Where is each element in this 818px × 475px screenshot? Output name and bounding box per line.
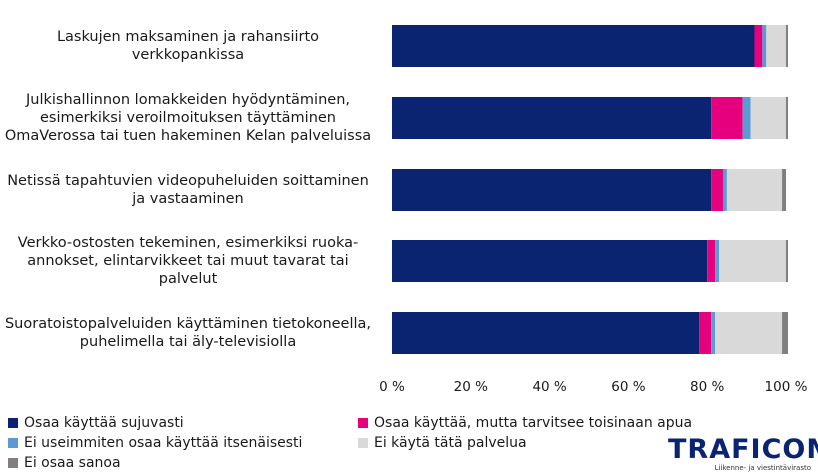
legend-swatch bbox=[8, 418, 18, 428]
legend-item: Ei käytä tätä palvelua bbox=[358, 435, 527, 451]
x-tick-label: 40 % bbox=[532, 379, 566, 395]
category-label-line: Suoratoistopalveluiden käyttäminen tieto… bbox=[4, 316, 372, 332]
bar-segment-4-1 bbox=[699, 312, 712, 354]
category-label-line: verkkopankissa bbox=[131, 47, 245, 63]
category-label: Suoratoistopalveluiden käyttäminen tieto… bbox=[0, 315, 378, 351]
bar-segment-2-2 bbox=[722, 169, 727, 211]
bar-segment-0-0 bbox=[392, 25, 755, 67]
bar-segment-3-0 bbox=[392, 240, 708, 282]
legend-item: Osaa käyttää, mutta tarvitsee toisinaan … bbox=[358, 415, 692, 431]
legend-swatch bbox=[358, 438, 368, 448]
bar-segment-2-1 bbox=[711, 169, 723, 211]
category-label-line: OmaVerossa tai tuen hakeminen Kelan palv… bbox=[4, 128, 372, 144]
legend-item: Ei useimmiten osaa käyttää itsenäisesti bbox=[8, 435, 302, 451]
legend-item: Osaa käyttää sujuvasti bbox=[8, 415, 184, 431]
category-label: Netissä tapahtuvien videopuheluiden soit… bbox=[0, 172, 378, 208]
bar-segment-4-3 bbox=[715, 312, 783, 354]
bar-segment-1-3 bbox=[750, 97, 786, 139]
x-tick-label: 100 % bbox=[765, 379, 808, 395]
category-label-line: Netissä tapahtuvien videopuheluiden soit… bbox=[7, 173, 369, 189]
x-tick-label: 60 % bbox=[611, 379, 645, 395]
category-label-line: esimerkiksi veroilmoituksen täyttäminen bbox=[39, 110, 337, 126]
category-label-line: annokset, elintarvikkeet tai muut tavara… bbox=[27, 253, 349, 269]
legend-label: Ei käytä tätä palvelua bbox=[374, 435, 527, 451]
bar-segment-4-0 bbox=[392, 312, 700, 354]
bar-segment-2-3 bbox=[726, 169, 783, 211]
bar-segment-1-2 bbox=[742, 97, 751, 139]
logo-subtitle: Liikenne- ja viestintävirasto bbox=[714, 464, 811, 472]
category-label: Verkko-ostosten tekeminen, esimerkiksi r… bbox=[0, 234, 378, 288]
category-label-line: palvelut bbox=[158, 271, 218, 287]
bar-segment-1-1 bbox=[711, 97, 743, 139]
bar-segment-0-2 bbox=[762, 25, 767, 67]
category-label-line: Laskujen maksaminen ja rahansiirto bbox=[56, 29, 320, 45]
logo-wordmark: TRAFICOM bbox=[668, 434, 818, 465]
bar-segment-0-4 bbox=[786, 25, 788, 67]
x-tick-label: 80 % bbox=[690, 379, 724, 395]
traficom-logo: TRAFICOM Liikenne- ja viestintävirasto bbox=[668, 434, 818, 474]
stacked-bar-chart: 0 % 20 % 40 % 60 % 80 % 100 % bbox=[379, 25, 808, 395]
bar-segment-2-4 bbox=[782, 169, 786, 211]
category-label-line: Julkishallinnon lomakkeiden hyödyntämine… bbox=[26, 92, 350, 108]
bar-segment-0-1 bbox=[754, 25, 763, 67]
bar-segment-2-0 bbox=[392, 169, 712, 211]
bar-segment-4-2 bbox=[711, 312, 716, 354]
bar-segment-1-0 bbox=[392, 97, 712, 139]
legend-label: Osaa käyttää sujuvasti bbox=[24, 415, 184, 431]
legend-label: Osaa käyttää, mutta tarvitsee toisinaan … bbox=[374, 415, 693, 431]
legend-swatch bbox=[358, 418, 368, 428]
bar-segment-0-3 bbox=[766, 25, 786, 67]
bar-segment-3-3 bbox=[719, 240, 786, 282]
category-label-line: ja vastaaminen bbox=[132, 191, 244, 207]
legend-swatch bbox=[8, 438, 18, 448]
x-tick-label: 20 % bbox=[454, 379, 488, 395]
category-label: Julkishallinnon lomakkeiden hyödyntämine… bbox=[0, 91, 378, 145]
bar-segment-3-1 bbox=[707, 240, 716, 282]
category-label: Laskujen maksaminen ja rahansiirto verkko… bbox=[0, 28, 378, 64]
bar-segment-3-4 bbox=[786, 240, 788, 282]
legend-label: Ei osaa sanoa bbox=[24, 455, 121, 471]
legend-item: Ei osaa sanoa bbox=[8, 455, 121, 471]
category-label-line: Verkko-ostosten tekeminen, esimerkiksi r… bbox=[17, 235, 359, 251]
category-label-line: puhelimella tai äly-televisiolla bbox=[79, 334, 297, 350]
bar-segment-3-2 bbox=[715, 240, 720, 282]
legend-swatch bbox=[8, 458, 18, 468]
bar-segment-1-4 bbox=[786, 97, 788, 139]
legend-label: Ei useimmiten osaa käyttää itsenäisesti bbox=[24, 435, 303, 451]
bar-segment-4-4 bbox=[782, 312, 788, 354]
x-tick-label: 0 % bbox=[379, 379, 405, 395]
